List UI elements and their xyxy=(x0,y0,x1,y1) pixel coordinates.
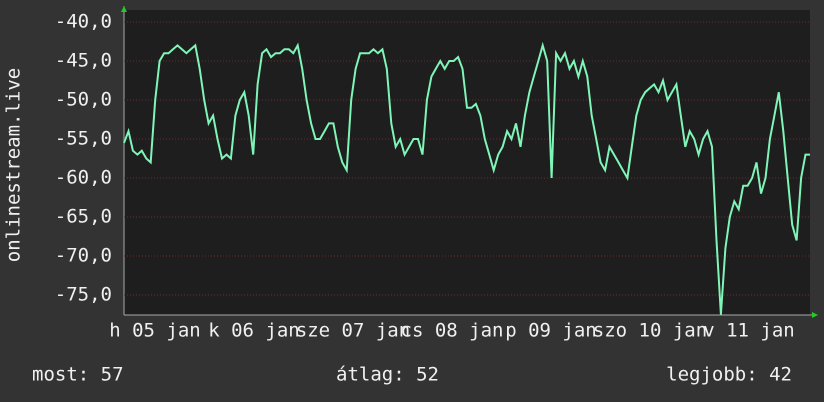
x-tick-label: cs 08 jan xyxy=(401,320,504,342)
y-tick-label: -60,0 xyxy=(55,167,112,189)
data-line xyxy=(123,41,810,315)
y-tick-label: -75,0 xyxy=(55,284,112,306)
y-tick-label: -65,0 xyxy=(55,206,112,228)
plot-area xyxy=(124,10,810,315)
x-tick-label: h 05 jan xyxy=(109,320,201,342)
x-tick-label: szo 10 jan xyxy=(593,320,707,342)
x-tick-label: p 09 jan xyxy=(505,320,597,342)
y-axis-label: onlinestream.live xyxy=(3,68,25,262)
x-tick-label: sze 07 jan xyxy=(296,320,410,342)
y-tick-label: -40,0 xyxy=(55,11,112,33)
footer-average: átlag: 52 xyxy=(336,364,439,386)
footer-current: most: 57 xyxy=(32,364,124,386)
plot xyxy=(123,21,810,315)
y-tick-label: -70,0 xyxy=(55,245,112,267)
y-tick-label: -45,0 xyxy=(55,50,112,72)
y-tick-label: -50,0 xyxy=(55,89,112,111)
axis-arrow xyxy=(121,6,127,12)
x-tick-label: v 11 jan xyxy=(703,320,795,342)
axis-arrow xyxy=(812,312,818,318)
footer-best: legjobb: 42 xyxy=(666,364,792,386)
x-tick-label: k 06 jan xyxy=(208,320,300,342)
y-tick-label: -55,0 xyxy=(55,128,112,150)
